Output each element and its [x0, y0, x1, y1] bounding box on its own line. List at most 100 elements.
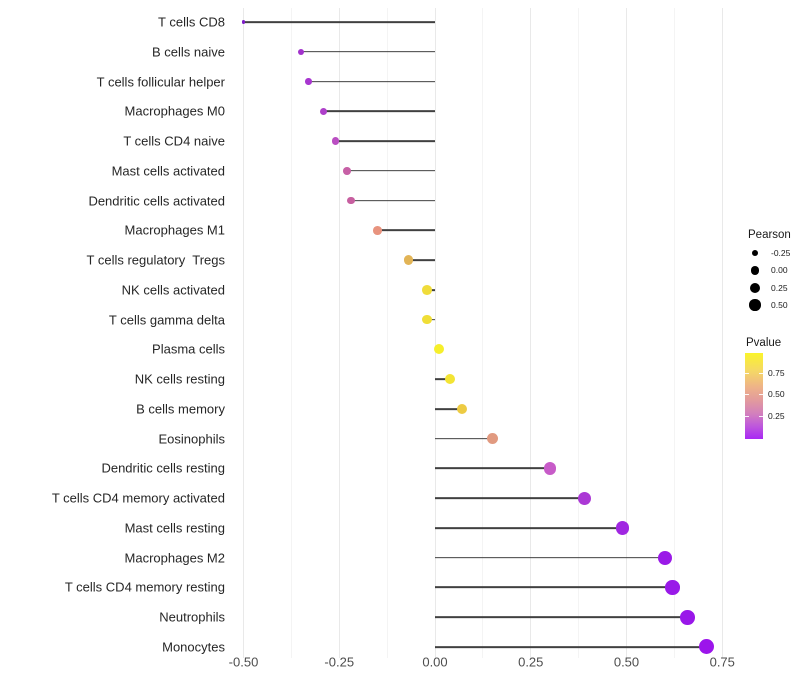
- color-legend-tick-mark: [759, 394, 763, 396]
- y-axis-label: T cells CD8: [158, 14, 225, 30]
- size-legend-label: 0.00: [771, 265, 788, 276]
- color-legend-title: Pvalue: [746, 337, 782, 349]
- x-tick-label: -0.50: [228, 654, 259, 670]
- lollipop-stem: [435, 616, 688, 619]
- color-legend-tick-mark: [745, 415, 749, 417]
- lollipop-dot: [486, 433, 499, 445]
- y-axis-label: B cells naive: [152, 44, 225, 60]
- lollipop-stem: [435, 556, 665, 559]
- color-legend-tick-label: 0.75: [768, 367, 785, 378]
- size-legend-label: -0.25: [771, 248, 791, 258]
- lollipop-stem: [408, 259, 435, 261]
- y-axis-label: Neutrophils: [159, 609, 225, 625]
- lollipop-dot: [699, 639, 715, 655]
- gridline-minor: [290, 8, 292, 658]
- y-axis-label: NK cells activated: [121, 282, 225, 298]
- y-axis-label: T cells follicular helper: [96, 74, 225, 90]
- lollipop-dot: [577, 491, 591, 505]
- lollipop-stem: [377, 229, 435, 232]
- size-legend-title: Pearson: [748, 229, 791, 241]
- x-tick-label: -0.25: [324, 654, 355, 670]
- pvalue-gradient-bar: [745, 353, 763, 439]
- y-axis-label: Eosinophils: [158, 431, 226, 447]
- lollipop-stem: [346, 169, 435, 172]
- lollipop-dot: [343, 166, 351, 175]
- lollipop-dot: [241, 20, 246, 24]
- gridline-minor: [673, 8, 675, 658]
- lollipop-dot: [297, 48, 305, 55]
- lollipop-stem: [435, 437, 493, 440]
- lollipop-stem: [435, 408, 462, 410]
- gridline-major: [243, 8, 244, 658]
- y-axis-label: T cells regulatory Tregs: [86, 252, 225, 268]
- lollipop-dot: [615, 521, 630, 535]
- lollipop-stem: [435, 646, 707, 648]
- gridline-minor: [482, 8, 484, 658]
- y-axis-label: Mast cells resting: [124, 520, 225, 536]
- lollipop-dot: [680, 609, 696, 625]
- size-legend-dot: [750, 282, 760, 293]
- lollipop-dot: [373, 226, 382, 235]
- lollipop-dot: [422, 284, 433, 295]
- y-axis-label: Plasma cells: [152, 341, 225, 357]
- size-legend-label: 0.25: [771, 282, 788, 293]
- lollipop-stem: [335, 140, 435, 142]
- y-axis-label: B cells memory: [136, 401, 225, 417]
- y-axis-label: NK cells resting: [134, 371, 225, 387]
- lollipop-stem: [323, 110, 435, 113]
- y-axis-label: Dendritic cells resting: [101, 460, 225, 476]
- lollipop-dot: [657, 550, 672, 565]
- y-axis-label: Mast cells activated: [111, 163, 225, 179]
- color-legend-tick-label: 0.50: [768, 389, 785, 400]
- color-legend-tick-mark: [745, 394, 749, 396]
- lollipop-dot: [331, 137, 340, 145]
- size-legend-dot: [749, 299, 761, 311]
- lollipop-dot: [320, 107, 328, 115]
- color-legend-tick-mark: [759, 415, 763, 417]
- lollipop-dot: [445, 373, 456, 385]
- y-axis-label: Dendritic cells activated: [88, 193, 225, 209]
- gridline-major: [434, 8, 436, 658]
- x-tick-label: 0.00: [422, 654, 448, 670]
- lollipop-stem: [435, 467, 550, 470]
- size-legend-dot: [750, 265, 760, 275]
- y-axis-label: Macrophages M1: [124, 222, 225, 238]
- lollipop-dot: [456, 403, 468, 415]
- lollipop-dot: [433, 344, 444, 355]
- color-legend-tick-mark: [759, 372, 763, 374]
- gridline-major: [626, 8, 627, 658]
- x-tick-label: 0.75: [709, 654, 735, 670]
- size-legend-label: 0.50: [771, 299, 788, 310]
- gridline-minor: [578, 8, 580, 658]
- y-axis-label: T cells CD4 memory activated: [51, 490, 225, 506]
- y-axis-label: T cells CD4 naive: [123, 133, 225, 149]
- y-axis-label: T cells gamma delta: [108, 312, 225, 328]
- color-legend-tick-label: 0.25: [768, 410, 785, 421]
- lollipop-stem: [435, 497, 585, 499]
- gridline-major: [530, 8, 532, 658]
- x-tick-label: 0.50: [613, 654, 640, 670]
- color-legend-tick-mark: [745, 372, 749, 374]
- gridline-minor: [386, 8, 388, 658]
- lollipop-stem: [300, 50, 435, 53]
- lollipop-stem: [308, 80, 435, 83]
- lollipop-dot: [346, 196, 355, 205]
- gridline-major: [338, 8, 340, 658]
- gridline-major: [721, 8, 723, 658]
- x-tick-label: 0.25: [518, 654, 544, 670]
- lollipop-stem: [435, 586, 673, 589]
- lollipop-stem: [435, 378, 451, 380]
- y-axis-label: Macrophages M2: [124, 550, 225, 566]
- lollipop-stem: [243, 21, 435, 23]
- y-axis-label: T cells CD4 memory resting: [64, 579, 225, 595]
- size-legend-dot: [751, 249, 759, 257]
- lollipop-stem: [435, 527, 623, 529]
- lollipop-dot: [665, 580, 680, 595]
- lollipop-dot: [305, 78, 312, 85]
- lollipop-dot: [422, 314, 433, 325]
- lollipop-dot: [543, 462, 557, 475]
- lollipop-stem: [350, 199, 435, 202]
- y-axis-label: Macrophages M0: [124, 103, 225, 119]
- y-axis-label: Monocytes: [162, 639, 225, 655]
